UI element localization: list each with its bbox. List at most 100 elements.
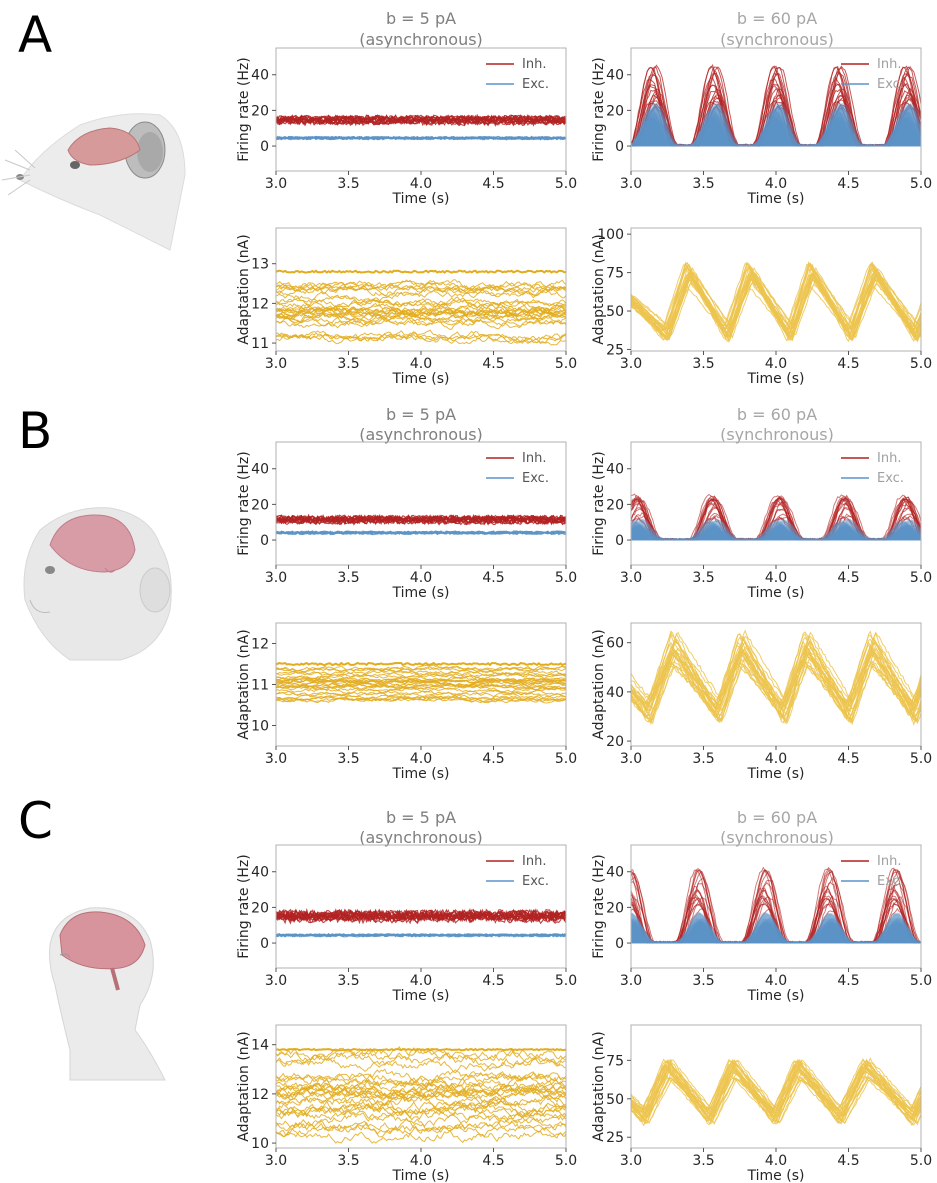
adaptation-trace bbox=[276, 696, 566, 703]
legend-label-inh: Inh. bbox=[522, 854, 546, 869]
adaptation-trace bbox=[631, 634, 921, 726]
y-axis-label: Adaptation (nA) bbox=[591, 1031, 607, 1141]
column-titles-b: b = 5 pA (asynchronous) b = 60 pA (synch… bbox=[359, 405, 834, 444]
adaptation-trace bbox=[276, 1120, 566, 1138]
x-axis-label: Time (s) bbox=[747, 1168, 805, 1183]
col-title-sync-line1: b = 60 pA bbox=[737, 9, 817, 28]
y-tick-label: 50 bbox=[606, 304, 624, 320]
col-title-async-line1: b = 5 pA bbox=[386, 808, 456, 827]
exc-trace bbox=[631, 928, 921, 944]
inh-trace bbox=[631, 506, 921, 541]
x-tick-label: 4.0 bbox=[765, 176, 787, 192]
adaptation-trace bbox=[276, 312, 566, 327]
x-tick-label: 5.0 bbox=[910, 356, 932, 372]
exc-trace bbox=[631, 528, 921, 541]
x-tick-label: 5.0 bbox=[910, 176, 932, 192]
y-axis-label: Adaptation (nA) bbox=[236, 234, 252, 344]
col-title-sync-line2: (synchronous) bbox=[720, 30, 834, 49]
col-title-async-line1: b = 5 pA bbox=[386, 405, 456, 424]
y-axis-label: Adaptation (nA) bbox=[236, 1031, 252, 1141]
panel-letter-a: A bbox=[18, 6, 52, 64]
exc-trace bbox=[631, 108, 921, 147]
traces bbox=[276, 513, 566, 536]
x-tick-label: 3.0 bbox=[265, 176, 287, 192]
exc-trace bbox=[631, 115, 921, 147]
legend: Inh. Exc. bbox=[841, 451, 904, 486]
adaptation-trace bbox=[276, 297, 566, 310]
adaptation-trace bbox=[276, 279, 566, 292]
adaptation-trace bbox=[276, 1071, 566, 1089]
adaptation-trace bbox=[631, 1070, 921, 1126]
x-tick-label: 5.0 bbox=[555, 1153, 577, 1169]
x-tick-label: 5.0 bbox=[910, 1153, 932, 1169]
x-tick-label: 4.5 bbox=[482, 356, 504, 372]
x-tick-label: 4.5 bbox=[837, 973, 859, 989]
exc-trace bbox=[631, 917, 921, 944]
col-title-sync-line1: b = 60 pA bbox=[737, 405, 817, 424]
traces bbox=[631, 63, 921, 147]
legend: Inh. Exc. bbox=[486, 854, 549, 889]
adaptation-trace bbox=[631, 261, 921, 343]
subplot-a-sync-adaptation: 3.0 3.5 4.0 4.5 5.0 25 50 75 100 Time (s) Adaptati… bbox=[591, 227, 932, 387]
subplot-a-async-adaptation: 3.0 3.5 4.0 4.5 5.0 11 12 13 Time (s) Adaptation … bbox=[236, 227, 577, 387]
x-tick-label: 5.0 bbox=[910, 973, 932, 989]
x-tick-label: 3.5 bbox=[692, 356, 714, 372]
y-tick-label: 20 bbox=[251, 497, 269, 513]
adaptation-trace bbox=[276, 1109, 566, 1122]
exc-trace bbox=[631, 116, 921, 147]
adaptation-trace bbox=[276, 1120, 566, 1139]
exc-trace bbox=[631, 105, 921, 147]
y-tick-label: 0 bbox=[615, 139, 624, 155]
adaptation-trace bbox=[276, 1102, 566, 1119]
y-tick-label: 40 bbox=[606, 462, 624, 478]
x-tick-label: 3.5 bbox=[337, 973, 359, 989]
inh-trace bbox=[276, 117, 566, 126]
adaptation-trace bbox=[276, 1111, 566, 1129]
y-axis-label: Firing rate (Hz) bbox=[236, 57, 252, 161]
traces bbox=[276, 1045, 566, 1144]
adaptation-trace bbox=[276, 694, 566, 703]
adaptation-trace bbox=[276, 309, 566, 323]
legend-label-exc: Exc. bbox=[522, 471, 549, 486]
y-tick-label: 10 bbox=[251, 719, 269, 735]
legend-label-exc: Exc. bbox=[877, 77, 904, 92]
inh-trace bbox=[276, 514, 566, 523]
exc-trace bbox=[631, 118, 921, 147]
legend-label-exc: Exc. bbox=[522, 874, 549, 889]
legend-label-exc: Exc. bbox=[877, 471, 904, 486]
y-tick-label: 0 bbox=[615, 533, 624, 549]
x-tick-label: 4.0 bbox=[765, 356, 787, 372]
x-tick-label: 3.0 bbox=[265, 356, 287, 372]
x-tick-label: 3.0 bbox=[620, 1153, 642, 1169]
legend-label-exc: Exc. bbox=[522, 77, 549, 92]
plots-layer: 3.0 3.5 4.0 4.5 5.0 0 20 40 Time (s) Firing rate … bbox=[236, 47, 932, 1183]
traces bbox=[276, 907, 566, 938]
y-tick-label: 10 bbox=[251, 1136, 269, 1152]
adaptation-trace bbox=[276, 683, 566, 692]
x-tick-label: 3.5 bbox=[337, 570, 359, 586]
x-tick-label: 3.0 bbox=[620, 751, 642, 767]
adaptation-trace bbox=[276, 668, 566, 677]
x-tick-label: 4.5 bbox=[837, 751, 859, 767]
exc-trace bbox=[631, 519, 921, 541]
x-tick-label: 5.0 bbox=[555, 973, 577, 989]
exc-trace bbox=[631, 526, 921, 541]
y-tick-label: 25 bbox=[606, 342, 624, 358]
adaptation-trace bbox=[276, 1100, 566, 1115]
adaptation-trace bbox=[276, 1055, 566, 1074]
x-tick-label: 4.0 bbox=[410, 751, 432, 767]
traces bbox=[631, 493, 921, 541]
column-titles-c: b = 5 pA (asynchronous) b = 60 pA (synch… bbox=[359, 808, 834, 847]
traces bbox=[631, 866, 921, 944]
subplot-c-async-adaptation: 3.0 3.5 4.0 4.5 5.0 10 12 14 Time (s) Adaptation … bbox=[236, 1024, 577, 1183]
exc-trace bbox=[631, 109, 921, 147]
adaptation-trace bbox=[276, 1094, 566, 1109]
x-tick-label: 3.0 bbox=[620, 973, 642, 989]
plot-frame bbox=[630, 227, 922, 352]
adaptation-trace bbox=[276, 676, 566, 684]
adaptation-trace bbox=[276, 316, 566, 331]
col-title-sync-line2: (synchronous) bbox=[720, 425, 834, 444]
adaptation-trace bbox=[276, 696, 566, 704]
adaptation-trace bbox=[276, 686, 566, 695]
